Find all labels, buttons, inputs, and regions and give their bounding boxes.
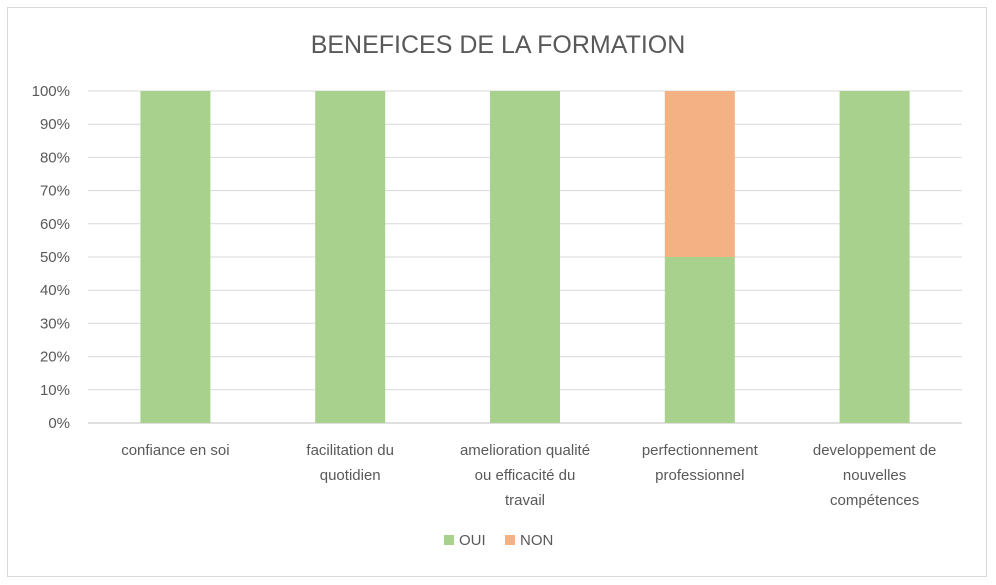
y-tick-label: 90%: [40, 116, 70, 133]
bar-oui-1: [315, 91, 386, 423]
y-tick-label: 60%: [40, 216, 70, 233]
legend-label-oui: OUI: [459, 532, 486, 549]
bar-oui-3: [664, 257, 735, 423]
bar-oui-2: [490, 91, 560, 423]
y-tick-label: 10%: [40, 382, 70, 399]
bar-non-3: [664, 91, 735, 257]
x-category-label: amelioration qualité ou efficacité du trav…: [460, 442, 590, 509]
x-category-label: confiance en soi: [121, 442, 229, 459]
bar-oui-4: [839, 91, 910, 423]
legend-swatch-non: [505, 535, 515, 545]
x-category-label: perfectionnement professionnel: [642, 442, 759, 484]
y-tick-label: 40%: [40, 282, 70, 299]
legend-swatch-oui: [444, 535, 454, 545]
y-tick-label: 50%: [40, 249, 70, 266]
y-tick-label: 20%: [40, 349, 70, 366]
y-tick-label: 30%: [40, 315, 70, 332]
y-tick-label: 80%: [40, 149, 70, 166]
x-category-label: facilitation du quotidien: [306, 442, 394, 484]
y-tick-label: 70%: [40, 183, 70, 200]
legend-label-non: NON: [520, 532, 553, 549]
chart-title: BENEFICES DE LA FORMATION: [311, 31, 686, 59]
y-tick-label: 100%: [32, 83, 70, 100]
y-tick-label: 0%: [48, 415, 70, 432]
x-category-label: developpement de nouvelles compétences: [813, 442, 936, 509]
bar-oui-0: [140, 91, 211, 423]
